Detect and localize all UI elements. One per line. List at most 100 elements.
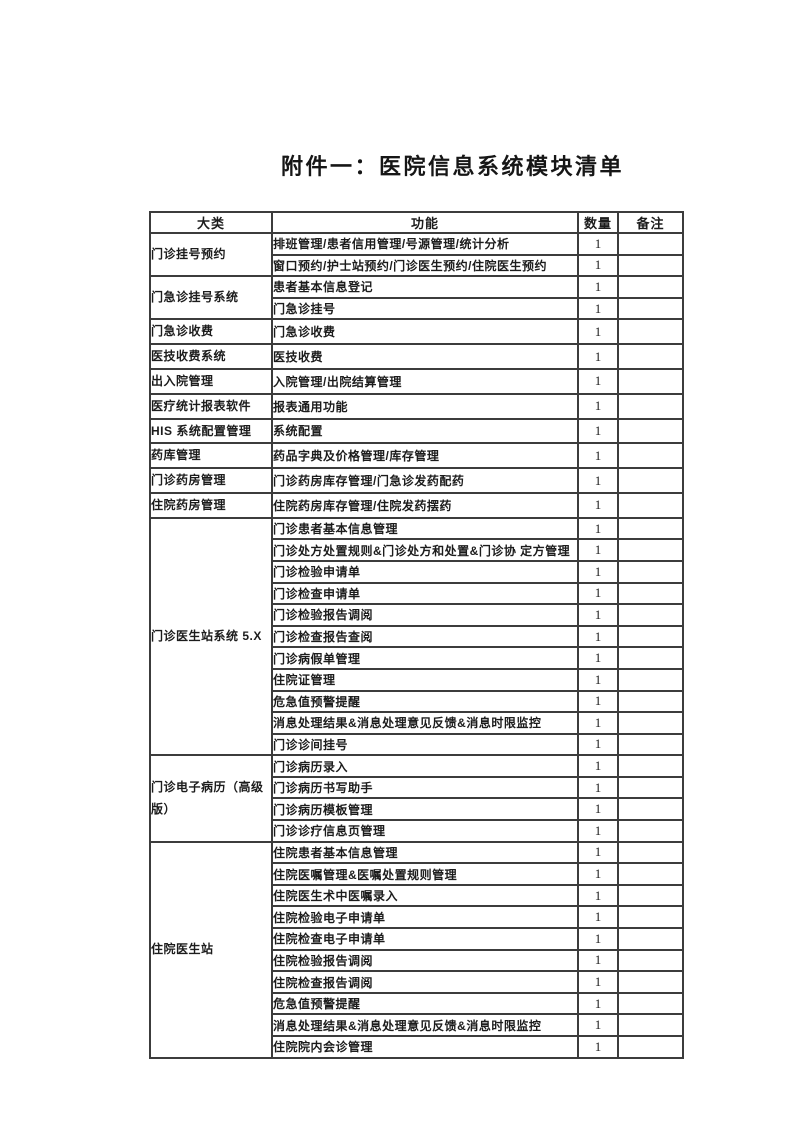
category-cell: 住院医生站	[149, 840, 273, 1059]
table-row: 住院医生术中医嘱录入 1	[150, 883, 684, 908]
category-cell: 门诊电子病历（高级版）	[149, 754, 273, 843]
remark-cell	[617, 754, 684, 778]
table-row: 门诊检验报告调阅 1	[150, 603, 684, 627]
column-header-remark: 备注	[617, 211, 684, 234]
function-cell: 窗口预约/护士站预约/门诊医生预约/住院医生预约	[271, 253, 579, 278]
table-header-row: 大类 功能 数量 备注	[149, 211, 684, 234]
quantity-cell: 1	[577, 1035, 619, 1059]
remark-cell	[617, 862, 684, 886]
quantity-cell: 1	[577, 667, 619, 692]
function-cell: 门诊诊疗信息页管理	[271, 819, 579, 843]
function-cell: 门诊病历模板管理	[271, 797, 579, 822]
function-cell: 门诊检验申请单	[271, 559, 579, 584]
remark-cell	[617, 711, 684, 735]
table-row: 窗口预约/护士站预约/门诊医生预约/住院医生预约 1	[150, 253, 684, 278]
remark-cell	[617, 732, 684, 757]
column-header-category: 大类	[149, 211, 273, 234]
category-cell: 门急诊挂号系统	[149, 275, 273, 321]
column-header-quantity: 数量	[577, 211, 619, 234]
quantity-cell: 1	[577, 343, 619, 370]
quantity-cell: 1	[577, 732, 619, 757]
remark-cell	[617, 442, 684, 470]
function-cell: 门诊患者基本信息管理	[271, 516, 579, 541]
function-cell: 消息处理结果&消息处理意见反馈&消息时限监控	[271, 711, 579, 735]
function-cell: 报表通用功能	[271, 392, 579, 420]
remark-cell	[617, 689, 684, 714]
remark-cell	[617, 367, 684, 395]
table-row: 门诊药房管理 门诊药房库存管理/门急诊发药配药 1	[149, 467, 684, 494]
table-row: 门急诊收费 门急诊收费 1	[149, 318, 684, 346]
column-header-function: 功能	[271, 211, 579, 234]
remark-cell	[617, 275, 684, 299]
function-cell: 门急诊收费	[271, 318, 579, 346]
table-header: 大类 功能 数量 备注	[149, 211, 684, 234]
function-cell: 门诊药房库存管理/门急诊发药配药	[271, 467, 579, 494]
remark-cell	[617, 797, 684, 822]
quantity-cell: 1	[577, 948, 619, 973]
remark-cell	[617, 646, 684, 670]
table-row: 住院医嘱管理&医嘱处置规则管理 1	[150, 862, 684, 886]
table-row: 住院医生站 住院患者基本信息管理 1	[149, 840, 684, 1059]
module-table-body: 门诊挂号预约 排班管理/患者信用管理/号源管理/统计分析 1 窗口预约/护士站预约/门…	[149, 231, 684, 1059]
remark-cell	[617, 603, 684, 627]
function-cell: 危急值预警提醒	[271, 689, 579, 714]
remark-cell	[617, 1013, 684, 1037]
category-cell: 门诊药房管理	[149, 467, 273, 494]
quantity-cell: 1	[577, 581, 619, 606]
function-cell: 门急诊挂号	[271, 296, 579, 321]
function-cell: 门诊诊间挂号	[271, 732, 579, 757]
quantity-cell: 1	[577, 970, 619, 994]
quantity-cell: 1	[577, 538, 619, 562]
page-title: 附件一：医院信息系统模块清单	[281, 154, 625, 179]
function-cell: 住院药房库存管理/住院发药摆药	[271, 491, 579, 519]
table-row: 危急值预警提醒 1	[150, 991, 684, 1016]
function-cell: 患者基本信息登记	[271, 275, 579, 299]
function-cell: 门诊检查报告查阅	[271, 624, 579, 649]
category-cell: 门诊医生站系统 5.X	[149, 516, 273, 757]
remark-cell	[617, 581, 684, 606]
quantity-cell: 1	[577, 819, 619, 843]
function-cell: 排班管理/患者信用管理/号源管理/统计分析	[271, 232, 579, 256]
quantity-cell: 1	[577, 689, 619, 714]
quantity-cell: 1	[577, 417, 619, 445]
remark-cell	[617, 970, 684, 994]
quantity-cell: 1	[577, 775, 619, 800]
function-cell: 医技收费	[271, 343, 579, 370]
quantity-cell: 1	[577, 275, 619, 299]
table-row: 住院药房管理 住院药房库存管理/住院发药摆药 1	[149, 491, 684, 519]
remark-cell	[617, 467, 684, 494]
table-row: 消息处理结果&消息处理意见反馈&消息时限监控 1	[150, 1013, 684, 1037]
function-cell: 住院检验报告调阅	[271, 948, 579, 973]
function-cell: 住院证管理	[271, 667, 579, 692]
quantity-cell: 1	[577, 516, 619, 541]
function-cell: 门诊病历书写助手	[271, 775, 579, 800]
function-cell: 入院管理/出院结算管理	[271, 367, 579, 395]
remark-cell	[617, 819, 684, 843]
quantity-cell: 1	[577, 624, 619, 649]
remark-cell	[617, 775, 684, 800]
function-cell: 门诊病假单管理	[271, 646, 579, 670]
remark-cell	[617, 343, 684, 370]
table-row: 住院院内会诊管理 1	[150, 1035, 684, 1059]
function-cell: 住院患者基本信息管理	[271, 840, 579, 865]
category-cell: 医疗统计报表软件	[149, 392, 273, 420]
remark-cell	[617, 491, 684, 519]
remark-cell	[617, 232, 684, 256]
quantity-cell: 1	[577, 367, 619, 395]
remark-cell	[617, 883, 684, 908]
quantity-cell: 1	[577, 862, 619, 886]
table-row: 门诊诊间挂号 1	[150, 732, 684, 757]
quantity-cell: 1	[577, 646, 619, 670]
quantity-cell: 1	[577, 296, 619, 321]
quantity-cell: 1	[577, 754, 619, 778]
function-cell: 住院检查电子申请单	[271, 927, 579, 951]
table-row: 医疗统计报表软件 报表通用功能 1	[149, 392, 684, 420]
quantity-cell: 1	[577, 883, 619, 908]
remark-cell	[617, 392, 684, 420]
table-row: 门诊诊疗信息页管理 1	[150, 819, 684, 843]
function-cell: 住院检查报告调阅	[271, 970, 579, 994]
module-list-table: 大类 功能 数量 备注 门诊挂号预约 排班管理/患者信用管理/号源管理/统计分析 1…	[149, 211, 684, 1059]
table-row: 门诊检验申请单 1	[150, 559, 684, 584]
remark-cell	[617, 318, 684, 346]
